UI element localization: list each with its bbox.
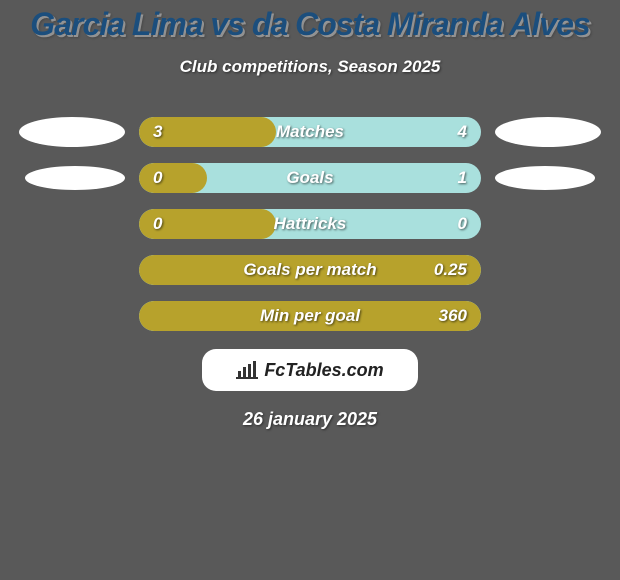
- stat-row: Goals per match 0.25: [0, 255, 620, 285]
- branding-box: FcTables.com: [202, 349, 418, 391]
- stat-row: Goals 0 1: [0, 163, 620, 193]
- comparison-subtitle: Club competitions, Season 2025: [0, 57, 620, 77]
- stat-right-value: 4: [458, 122, 467, 142]
- player-right-ellipse: [495, 117, 601, 147]
- player-left-ellipse: [19, 117, 125, 147]
- stat-label: Goals per match: [243, 260, 376, 280]
- stat-left-value: 0: [153, 214, 162, 234]
- stat-label: Matches: [276, 122, 344, 142]
- stat-label: Min per goal: [260, 306, 360, 326]
- stat-label: Hattricks: [274, 214, 347, 234]
- comparison-title: Garcia Lima vs da Costa Miranda Alves: [0, 0, 620, 43]
- stat-right-value: 360: [439, 306, 467, 326]
- stat-bar: Min per goal 360: [139, 301, 481, 331]
- chart-area: Matches 3 4 Goals 0 1 Hattricks 0 0 Goals per mat…: [0, 117, 620, 331]
- stat-right-value: 0.25: [434, 260, 467, 280]
- player-right-ellipse: [495, 166, 595, 190]
- stat-left-value: 0: [153, 168, 162, 188]
- branding-inner: FcTables.com: [236, 360, 383, 381]
- stat-bar: Goals 0 1: [139, 163, 481, 193]
- bar-chart-icon: [236, 361, 258, 379]
- stat-left-value: 3: [153, 122, 162, 142]
- stat-right-value: 1: [458, 168, 467, 188]
- stat-bar: Goals per match 0.25: [139, 255, 481, 285]
- branding-text: FcTables.com: [264, 360, 383, 381]
- stat-bar-fill: [139, 163, 207, 193]
- stat-bar: Matches 3 4: [139, 117, 481, 147]
- stat-right-value: 0: [458, 214, 467, 234]
- stat-label: Goals: [286, 168, 333, 188]
- date-line: 26 january 2025: [0, 409, 620, 430]
- stat-row: Hattricks 0 0: [0, 209, 620, 239]
- stat-row: Matches 3 4: [0, 117, 620, 147]
- stat-row: Min per goal 360: [0, 301, 620, 331]
- stat-bar: Hattricks 0 0: [139, 209, 481, 239]
- player-left-ellipse: [25, 166, 125, 190]
